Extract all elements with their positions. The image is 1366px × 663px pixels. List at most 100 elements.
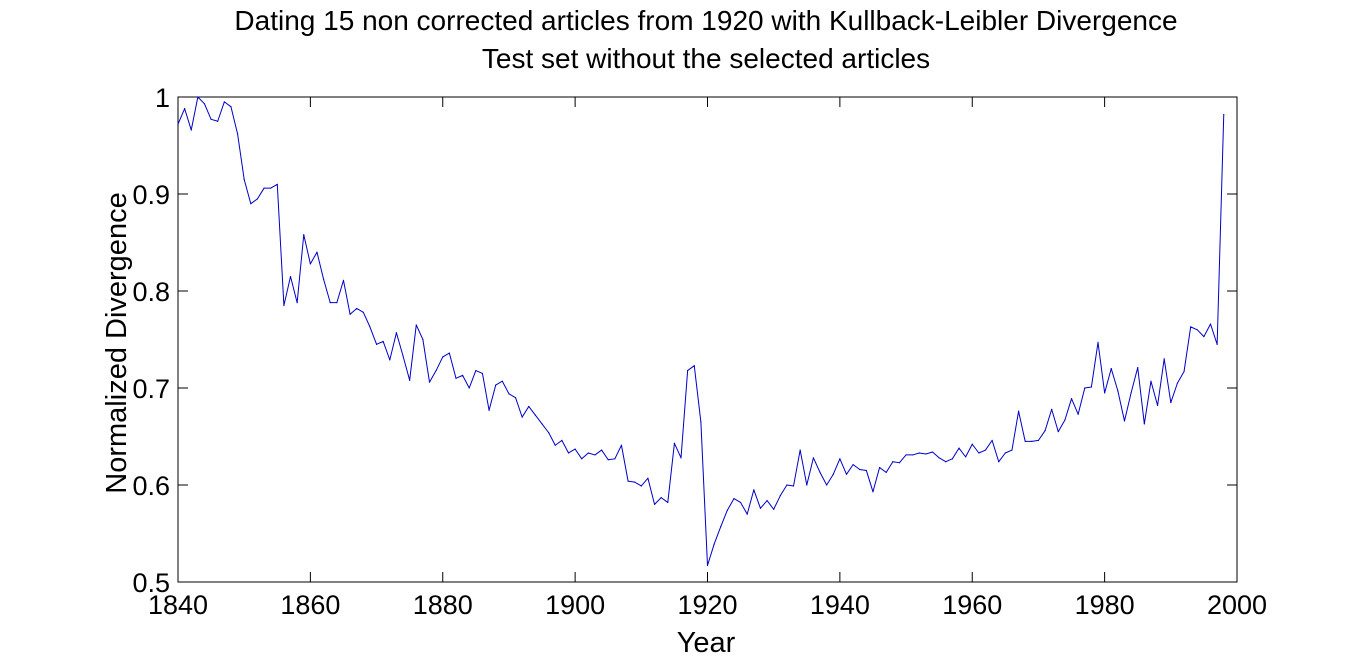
- data-point: [931, 451, 934, 453]
- data-point: [1070, 398, 1073, 400]
- data-point: [442, 356, 444, 358]
- data-point: [1156, 404, 1159, 407]
- data-point: [356, 307, 358, 310]
- y-tick-label: 0.6: [132, 471, 170, 501]
- data-point: [435, 369, 437, 372]
- data-point: [759, 507, 762, 509]
- chart-title: Dating 15 non corrected articles from 19…: [234, 5, 1177, 36]
- data-point: [673, 442, 676, 444]
- data-point: [369, 326, 371, 328]
- data-point: [1044, 430, 1046, 432]
- x-tick-label: 1860: [280, 590, 340, 620]
- data-point: [548, 432, 550, 434]
- data-point: [177, 123, 179, 125]
- data-point: [289, 275, 292, 278]
- data-point: [601, 449, 603, 451]
- data-point: [945, 461, 947, 463]
- data-point: [1123, 420, 1126, 422]
- x-tick-label: 1880: [413, 590, 473, 620]
- data-point: [885, 471, 887, 473]
- data-point: [455, 377, 457, 379]
- x-tick-label: 1920: [677, 590, 737, 620]
- data-point: [468, 387, 470, 389]
- data-point: [409, 379, 411, 381]
- data-point: [1223, 113, 1225, 116]
- plot-area: 1840 1860 1880 1900 1920 1940 1960 1980 2000 0.5 0…: [132, 83, 1267, 620]
- data-point: [462, 374, 464, 376]
- chart-subtitle: Test set without the selected articles: [482, 43, 930, 74]
- data-point: [614, 458, 616, 460]
- data-point: [925, 453, 927, 455]
- data-point: [1011, 449, 1013, 451]
- data-point: [806, 484, 808, 486]
- data-point: [859, 468, 861, 471]
- data-point: [475, 369, 477, 372]
- data-point: [574, 448, 576, 450]
- data-point: [349, 313, 351, 315]
- data-point: [839, 458, 841, 460]
- data-point: [250, 203, 252, 205]
- data-point: [1203, 335, 1205, 338]
- data-point: [534, 414, 537, 416]
- data-point: [329, 302, 331, 304]
- data-point: [700, 421, 702, 423]
- data-point: [1130, 392, 1132, 394]
- data-point: [316, 251, 318, 253]
- data-point: [620, 444, 623, 446]
- data-point: [223, 101, 225, 103]
- data-point: [283, 304, 285, 307]
- data-point: [1196, 329, 1198, 331]
- data-point: [878, 466, 881, 469]
- data-point: [607, 459, 609, 461]
- data-point: [1017, 410, 1020, 412]
- data-point: [197, 96, 199, 98]
- data-point: [448, 352, 450, 354]
- y-tick-label: 1: [155, 83, 170, 113]
- data-point: [561, 439, 563, 441]
- data-point: [1084, 387, 1086, 389]
- data-point: [693, 365, 695, 367]
- data-point: [375, 343, 378, 345]
- data-point: [1104, 392, 1106, 394]
- data-point: [753, 489, 755, 491]
- x-tick-label: 1900: [545, 590, 605, 620]
- data-point: [812, 457, 815, 459]
- x-tick-label: 1840: [148, 590, 208, 620]
- data-point: [1057, 431, 1059, 433]
- data-point: [554, 444, 556, 446]
- data-point: [210, 118, 212, 120]
- data-point: [342, 279, 345, 281]
- data-point: [1170, 401, 1172, 404]
- data-point: [938, 457, 940, 459]
- data-point: [720, 526, 722, 528]
- data-point: [898, 462, 901, 464]
- data-point: [1190, 326, 1192, 328]
- data-point: [640, 485, 642, 487]
- data-point: [653, 503, 656, 505]
- data-point: [1037, 439, 1040, 441]
- data-point: [819, 471, 821, 473]
- y-tick-label: 0.8: [132, 277, 170, 307]
- data-point: [971, 443, 973, 445]
- data-point: [190, 129, 192, 131]
- data-point: [1077, 413, 1079, 415]
- data-point: [594, 454, 596, 456]
- x-axis-label: Year: [677, 627, 736, 659]
- x-tick-label: 2000: [1207, 590, 1267, 620]
- data-point: [276, 183, 278, 185]
- data-point: [508, 393, 510, 395]
- data-point: [680, 457, 682, 459]
- data-point: [428, 381, 431, 383]
- data-point: [567, 452, 570, 454]
- data-point: [1143, 423, 1145, 425]
- data-point: [1031, 440, 1033, 442]
- data-point: [1183, 370, 1185, 373]
- data-point: [481, 372, 484, 375]
- data-point: [422, 338, 424, 341]
- x-tick-label: 1980: [1075, 590, 1135, 620]
- data-point: [389, 359, 391, 361]
- data-point: [415, 324, 417, 326]
- data-point: [726, 509, 728, 511]
- plot-frame: [177, 96, 1238, 583]
